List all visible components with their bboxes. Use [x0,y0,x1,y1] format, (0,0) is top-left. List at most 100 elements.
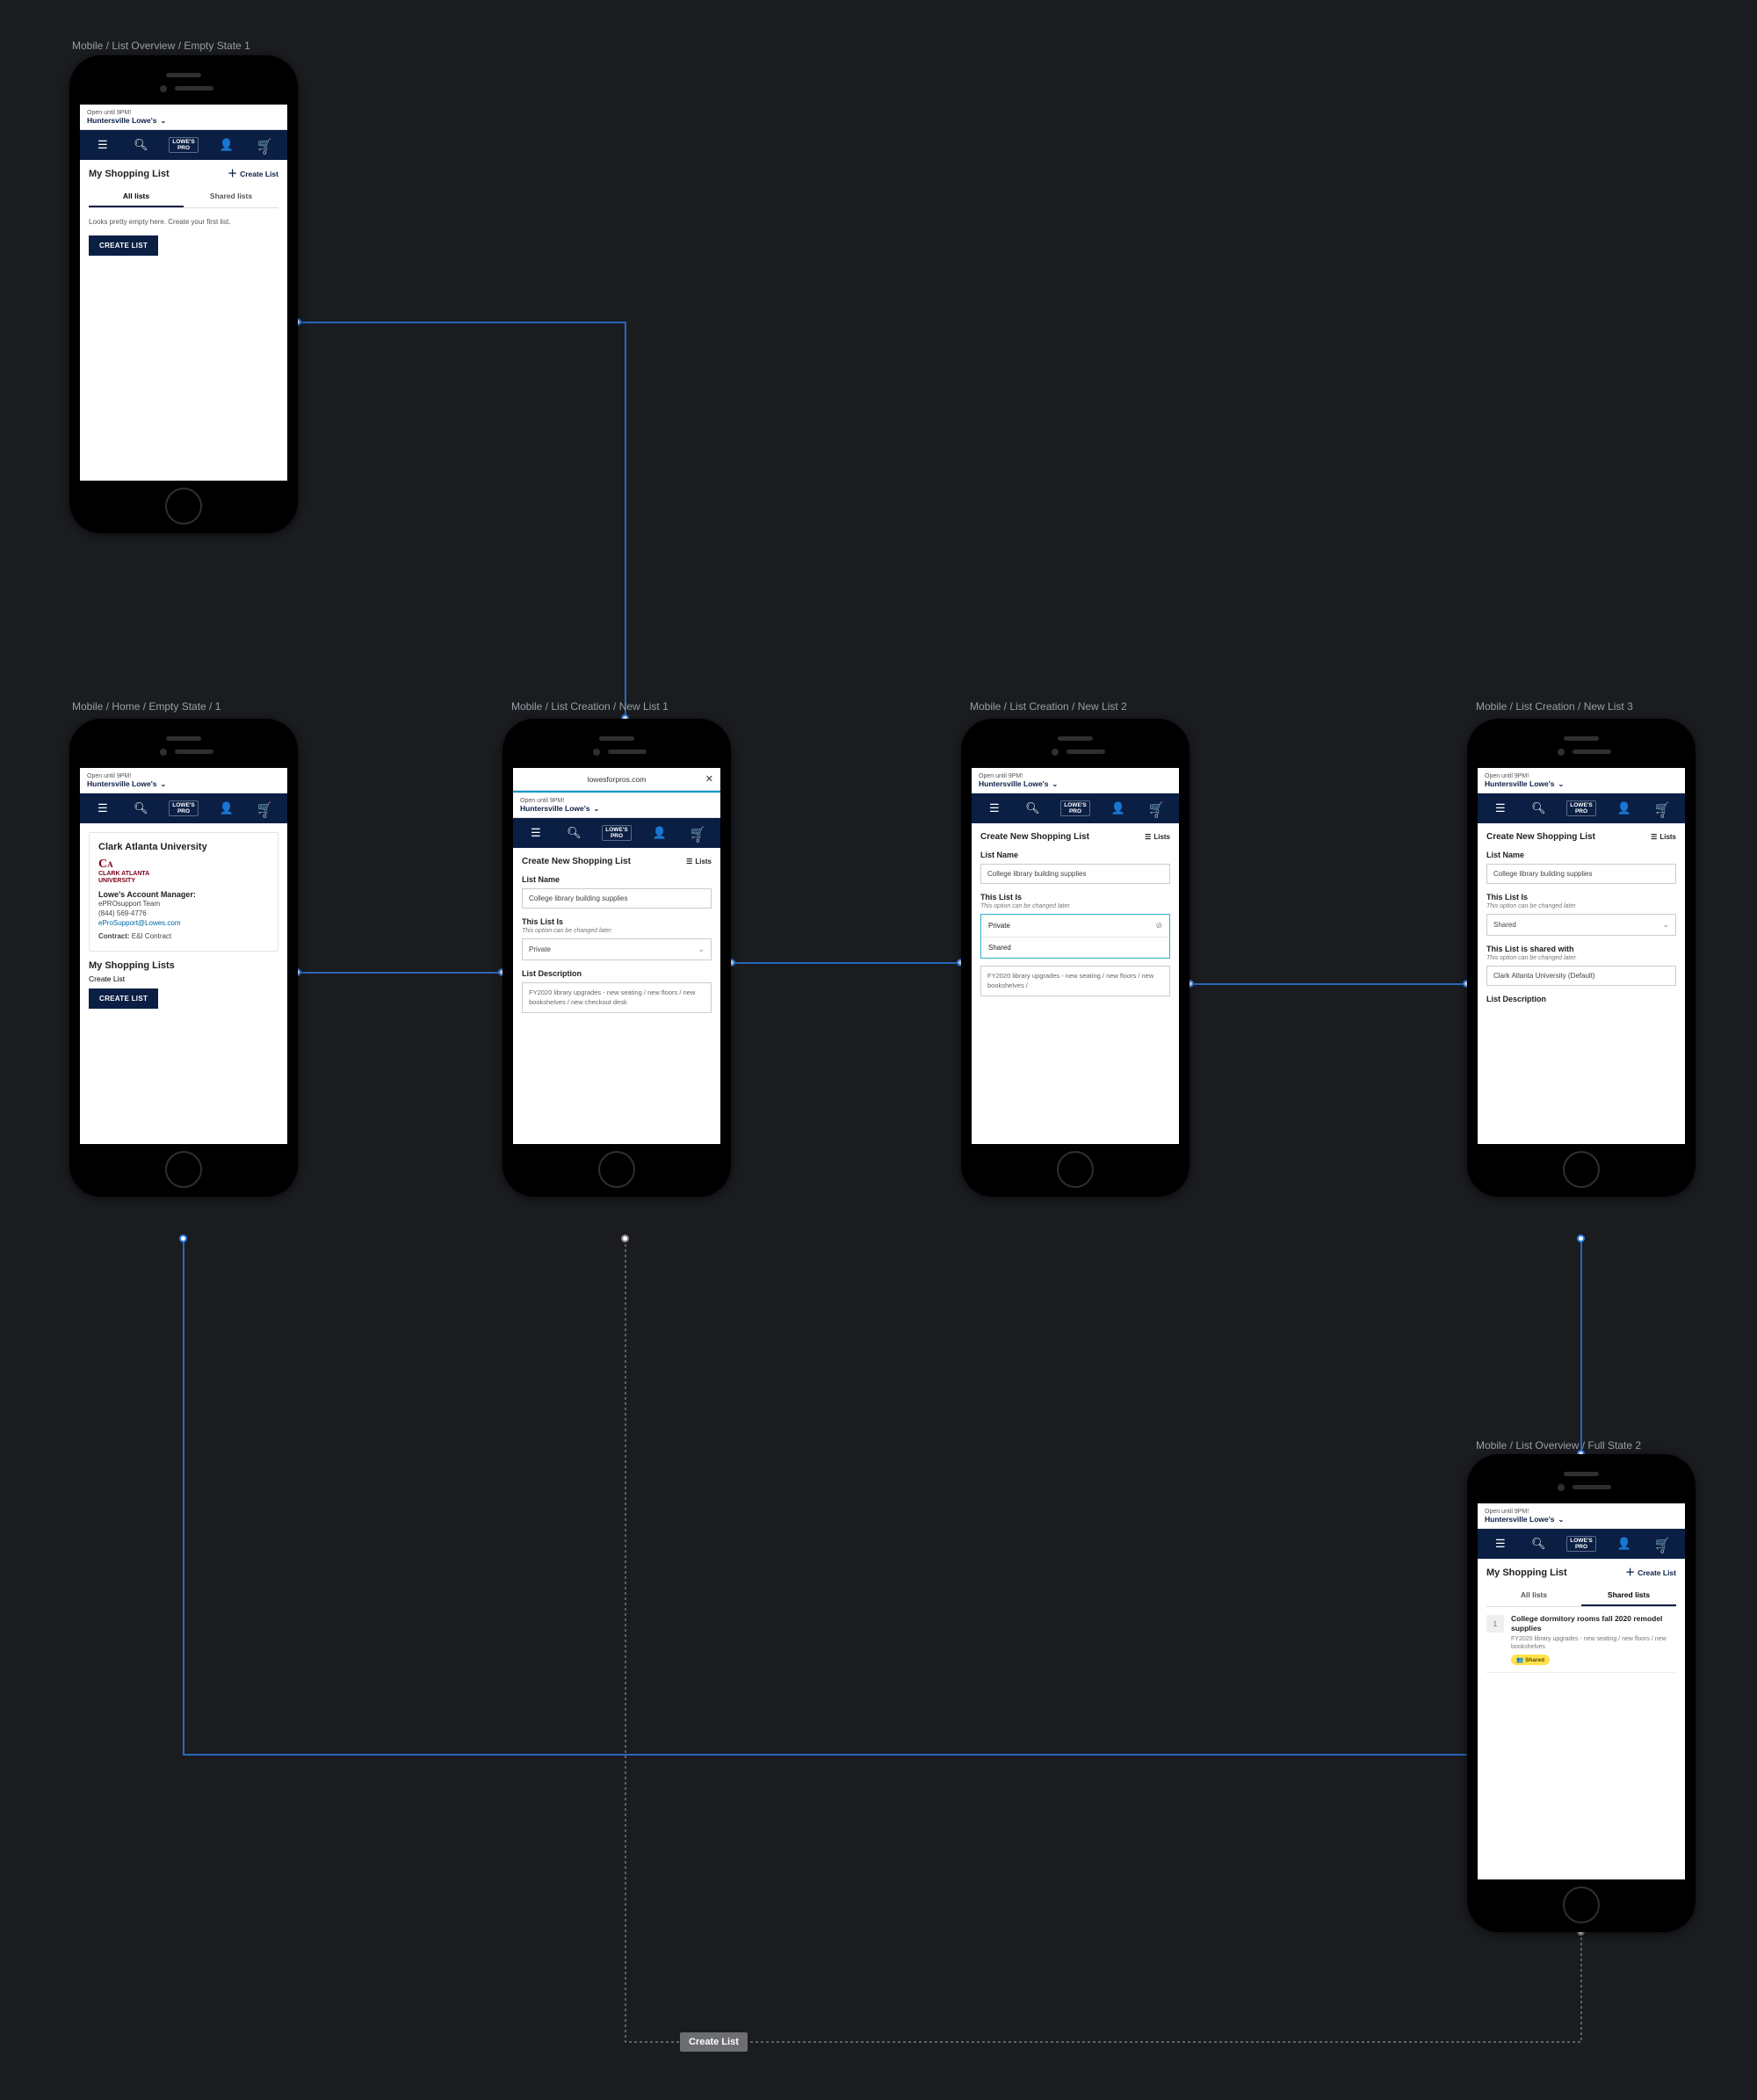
store-bar[interactable]: Open until 9PM! Huntersville Lowe's⌄ [972,768,1179,793]
page-title: Create New Shopping List [1486,832,1595,842]
logo[interactable]: LOWE'SPRO [1566,1536,1596,1552]
shared-with-input[interactable]: Clark Atlanta University (Default) [1486,966,1676,986]
screen: lowesforpros.com ✕ Open until 9PM! Hunte… [513,768,720,1144]
tab-all-lists[interactable]: All lists [89,186,184,207]
page-title: My Shopping List [89,169,170,179]
logo[interactable]: LOWE'SPRO [1566,800,1596,816]
list-name-input[interactable]: College library building supplies [980,864,1170,884]
logo[interactable]: LOWE'SPRO [169,800,199,816]
screen: Open until 9PM! Huntersville Lowe's⌄ ☰ 🔍… [972,768,1179,1144]
flow-node [179,1235,187,1242]
account-manager-label: Lowe's Account Manager: [98,890,269,899]
store-bar[interactable]: Open until 9PM! Huntersville Lowe's⌄ [1478,1503,1685,1529]
page-title: Create New Shopping List [980,832,1089,842]
nav-bar: ☰ 🔍︎ LOWE'SPRO 👤 🛒0 [1478,1529,1685,1559]
contract-info: Contract: E&I Contract [98,931,269,941]
account-icon[interactable]: 👤 [649,826,670,840]
create-list-button[interactable]: CREATE LIST [89,988,158,1009]
list-icon: ☰ [1145,833,1151,841]
list-icon: ☰ [686,858,692,865]
store-hours: Open until 9PM! [87,773,280,779]
screen: Open until 9PM! Huntersville Lowe's⌄ ☰ 🔍… [1478,768,1685,1144]
lists-link[interactable]: ☰Lists [1145,833,1170,841]
account-icon[interactable]: 👤 [1108,801,1129,815]
org-name: Clark Atlanta University [98,842,269,852]
create-list-link[interactable]: Create List [89,974,278,983]
logo[interactable]: LOWE'SPRO [169,137,199,153]
menu-icon[interactable]: ☰ [525,826,546,840]
privacy-select[interactable]: Shared⌄ [1486,914,1676,936]
nav-bar: ☰ 🔍︎ LOWE'SPRO 👤 🛒0 [80,130,287,160]
privacy-option-shared[interactable]: Shared [981,937,1169,958]
store-bar[interactable]: Open until 9PM! Huntersville Lowe's⌄ [1478,768,1685,793]
tab-all-lists[interactable]: All lists [1486,1585,1581,1606]
account-icon[interactable]: 👤 [1614,1537,1635,1551]
lists-link[interactable]: ☰Lists [686,858,712,865]
lists-link[interactable]: ☰Lists [1651,833,1676,841]
cart-icon[interactable]: 🛒0 [687,826,708,840]
org-logo: CA CLARK ATLANTA UNIVERSITY [98,858,269,885]
phone-frame-home: Open until 9PM! Huntersville Lowe's⌄ ☰ 🔍… [69,719,298,1197]
account-icon[interactable]: 👤 [216,138,237,152]
store-hours: Open until 9PM! [87,110,280,116]
empty-state-message: Looks pretty empty here. Create your fir… [89,217,278,227]
chevron-down-icon: ⌄ [1558,780,1565,788]
store-name: Huntersville Lowe's⌄ [87,779,166,788]
cart-icon[interactable]: 🛒0 [1652,1537,1673,1551]
store-name: Huntersville Lowe's⌄ [979,779,1058,788]
list-item[interactable]: 1 College dormitory rooms fall 2020 remo… [1486,1607,1676,1673]
list-name-input[interactable]: College library building supplies [522,888,712,909]
nav-bar: ☰ 🔍︎ LOWE'SPRO 👤 🛒0 [80,793,287,823]
logo[interactable]: LOWE'SPRO [1060,800,1090,816]
tab-shared-lists[interactable]: Shared lists [184,186,278,207]
privacy-option-private[interactable]: Private⊘ [981,915,1169,937]
phone-frame-new-list-1: lowesforpros.com ✕ Open until 9PM! Hunte… [503,719,731,1197]
account-card: Clark Atlanta University CA CLARK ATLANT… [89,832,278,952]
cart-icon[interactable]: 🛒0 [254,801,275,815]
nav-bar: ☰ 🔍︎ LOWE'SPRO 👤 🛒0 [972,793,1179,823]
privacy-select-open: Private⊘ Shared [980,914,1170,959]
item-count-badge: 1 [1486,1615,1504,1633]
list-name-input[interactable]: College library building supplies [1486,864,1676,884]
cart-icon[interactable]: 🛒0 [1146,801,1167,815]
account-manager-email[interactable]: eProSupport@Lowes.com [98,918,269,928]
privacy-select[interactable]: Private⌄ [522,938,712,960]
account-icon[interactable]: 👤 [216,801,237,815]
search-icon[interactable]: 🔍︎ [1022,801,1043,815]
menu-icon[interactable]: ☰ [1490,1537,1511,1551]
list-item-title: College dormitory rooms fall 2020 remode… [1511,1614,1676,1633]
screen: Open until 9PM! Huntersville Lowe's⌄ ☰ 🔍… [1478,1503,1685,1879]
chevron-down-icon: ⌄ [161,117,167,125]
description-input[interactable]: FY2020 library upgrades - new seating / … [522,982,712,1013]
shared-badge: 👥Shared [1511,1655,1550,1665]
cart-icon[interactable]: 🛒0 [254,138,275,152]
account-icon[interactable]: 👤 [1614,801,1635,815]
store-bar[interactable]: Open until 9PM! Huntersville Lowe's⌄ [80,768,287,793]
menu-icon[interactable]: ☰ [1490,801,1511,815]
store-bar[interactable]: Open until 9PM! Huntersville Lowe's⌄ [513,793,720,818]
cart-icon[interactable]: 🛒0 [1652,801,1673,815]
search-icon[interactable]: 🔍︎ [563,826,584,840]
store-bar[interactable]: Open until 9PM! Huntersville Lowe's⌄ [80,105,287,130]
privacy-label: This List Is [1486,893,1676,902]
menu-icon[interactable]: ☰ [92,138,113,152]
search-icon[interactable]: 🔍︎ [1528,1537,1549,1551]
description-input[interactable]: FY2020 library upgrades - new seating / … [980,966,1170,996]
menu-icon[interactable]: ☰ [92,801,113,815]
create-list-button[interactable]: CREATE LIST [89,235,158,256]
store-hours: Open until 9PM! [520,798,713,804]
list-icon: ☰ [1651,833,1657,841]
create-list-link[interactable]: ＋Create List [228,170,278,178]
chevron-down-icon: ⌄ [698,945,705,954]
tabs: All lists Shared lists [1486,1585,1676,1607]
search-icon[interactable]: 🔍︎ [130,138,151,152]
logo[interactable]: LOWE'SPRO [602,825,632,841]
search-icon[interactable]: 🔍︎ [130,801,151,815]
search-icon[interactable]: 🔍︎ [1528,801,1549,815]
tabs: All lists Shared lists [89,186,278,208]
close-icon[interactable]: ✕ [705,773,713,785]
menu-icon[interactable]: ☰ [984,801,1005,815]
tab-shared-lists[interactable]: Shared lists [1581,1585,1676,1606]
phone-frame-list-overview-full: Open until 9PM! Huntersville Lowe's⌄ ☰ 🔍… [1467,1454,1696,1932]
create-list-link[interactable]: ＋Create List [1625,1568,1676,1577]
